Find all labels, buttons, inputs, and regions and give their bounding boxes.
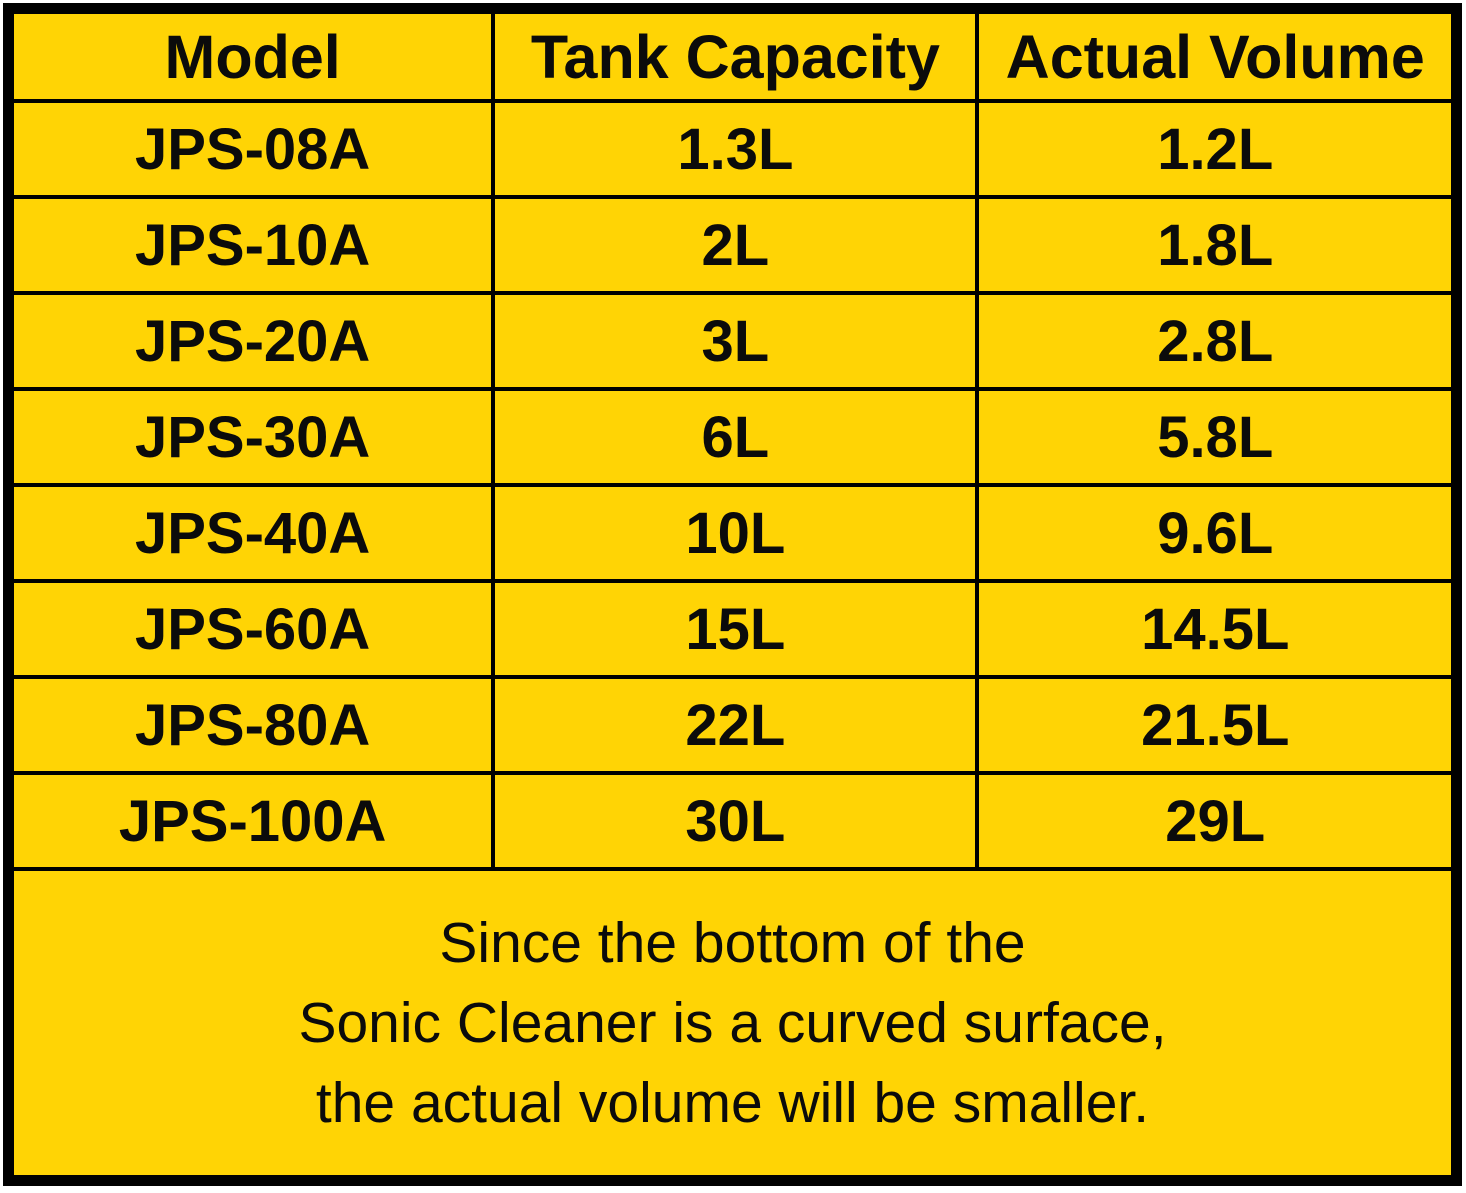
model-cell: JPS-100A	[9, 771, 496, 871]
actual-volume-cell: 29L	[975, 771, 1455, 871]
tank-capacity-cell: 15L	[491, 579, 980, 679]
model-cell: JPS-20A	[9, 291, 496, 391]
model-cell: JPS-40A	[9, 483, 496, 583]
capacity-spec-table: Model Tank Capacity Actual Volume JPS-08…	[9, 10, 1455, 1179]
footnote-line-1: Since the bottom of the	[439, 911, 1026, 975]
header-tank-capacity: Tank Capacity	[491, 10, 980, 103]
model-cell: JPS-30A	[9, 387, 496, 487]
table-row: JPS-40A 10L 9.6L	[9, 483, 1455, 583]
header-actual-volume: Actual Volume	[975, 10, 1455, 103]
table-row: JPS-10A 2L 1.8L	[9, 195, 1455, 295]
header-model: Model	[9, 10, 496, 103]
tank-capacity-cell: 1.3L	[491, 99, 980, 199]
table-row: JPS-30A 6L 5.8L	[9, 387, 1455, 487]
footnote-line-3: the actual volume will be smaller.	[315, 1071, 1150, 1135]
model-cell: JPS-08A	[9, 99, 496, 199]
header-row: Model Tank Capacity Actual Volume	[9, 10, 1455, 103]
model-cell: JPS-10A	[9, 195, 496, 295]
footnote-cell: Since the bottom of the Sonic Cleaner is…	[10, 867, 1455, 1179]
actual-volume-cell: 1.8L	[975, 195, 1455, 295]
tank-capacity-cell: 10L	[491, 483, 980, 583]
actual-volume-cell: 1.2L	[975, 99, 1455, 199]
tank-capacity-cell: 22L	[491, 675, 980, 775]
tank-capacity-cell: 3L	[491, 291, 980, 391]
tank-capacity-cell: 30L	[491, 771, 980, 871]
tank-capacity-cell: 6L	[491, 387, 980, 487]
actual-volume-cell: 2.8L	[975, 291, 1455, 391]
table-row: JPS-80A 22L 21.5L	[9, 675, 1455, 775]
actual-volume-cell: 9.6L	[975, 483, 1455, 583]
table-frame: Model Tank Capacity Actual Volume JPS-08…	[3, 3, 1462, 1186]
table-row: JPS-100A 30L 29L	[9, 771, 1455, 871]
tank-capacity-cell: 2L	[491, 195, 980, 295]
model-cell: JPS-60A	[9, 579, 496, 679]
actual-volume-cell: 21.5L	[975, 675, 1455, 775]
note-row: Since the bottom of the Sonic Cleaner is…	[10, 867, 1455, 1179]
table-row: JPS-08A 1.3L 1.2L	[9, 99, 1455, 199]
actual-volume-cell: 5.8L	[975, 387, 1455, 487]
actual-volume-cell: 14.5L	[975, 579, 1455, 679]
table-row: JPS-20A 3L 2.8L	[9, 291, 1455, 391]
table-row: JPS-60A 15L 14.5L	[9, 579, 1455, 679]
model-cell: JPS-80A	[9, 675, 496, 775]
footnote-line-2: Sonic Cleaner is a curved surface,	[298, 991, 1167, 1055]
